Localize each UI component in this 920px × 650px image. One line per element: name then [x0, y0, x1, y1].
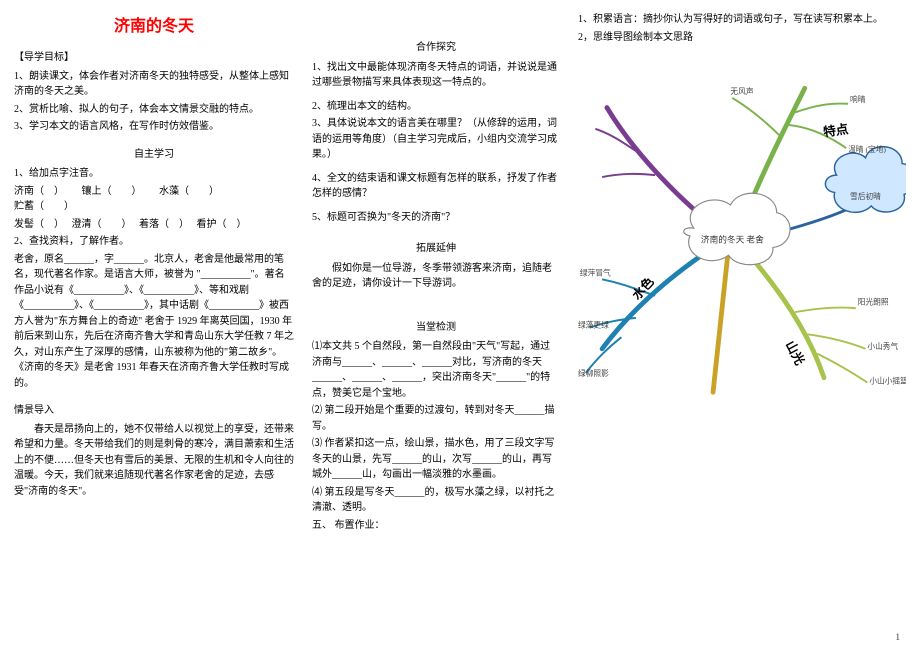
self-1: 1、给加点字注音。 [14, 166, 294, 182]
goal-3: 3、学习本文的语言风格，在写作时仿效借鉴。 [14, 119, 294, 135]
sub-tedian-3: 温晴 (宝地) [848, 144, 886, 154]
coop-4: 4、全文的结束语和课文标题有怎样的联系，抒发了作者怎样的感情？ [312, 171, 560, 202]
intro-heading: 情景导入 [14, 403, 294, 419]
coop-5: 5、标题可否换为"冬天的济南"？ [312, 210, 560, 226]
cloud-label: 雪后初晴 [850, 191, 881, 201]
sub-shan-1: 阳光朗照 [858, 296, 889, 306]
coop-3: 3、具体说说本文的语言美在哪里？（从修辞的运用，词语的运用等角度）（自主学习完成… [312, 116, 560, 163]
pinyin-1d: 贮蓄（ ） [14, 201, 74, 212]
branch-label-tedian: 特点 [822, 121, 849, 139]
coop-1: 1、找出文中最能体现济南冬天特点的词语，并说说是通过哪些景物描写来具体表现这一特… [312, 60, 560, 91]
test-5: 五、 布置作业： [312, 518, 560, 534]
page-number: 1 [896, 632, 901, 642]
test-4: ⑷ 第五段是写冬天______的，极写水藻之绿，以衬托之清澈、透明。 [312, 485, 560, 516]
pinyin-2b: 澄清（ ） [72, 219, 127, 230]
pinyin-1b: 镶上（ ） [82, 186, 137, 197]
test-2: ⑵ 第二段开始是个重要的过渡句，转到对冬天______描写。 [312, 403, 560, 434]
center-cloud [684, 193, 790, 264]
pinyin-row-1: 济南（ ） 镶上（ ） 水藻（ ） 贮蓄（ ） [14, 184, 294, 215]
test-1: ⑴本文共 5 个自然段，第一自然段由"天气"写起，通过济南与______、___… [312, 339, 560, 401]
pinyin-row-2: 发髻（ ） 澄清（ ） 着落（ ） 看护（ ） [14, 217, 294, 233]
test-heading: 当堂检测 [312, 320, 560, 336]
column-right: 1、积累语言：摘抄你认为写得好的词语或句子，写在读写积累本上。 2，思维导图绘制… [578, 12, 906, 638]
self-study-heading: 自主学习 [14, 147, 294, 163]
task-1: 1、积累语言：摘抄你认为写得好的词语或句子，写在读写积累本上。 [578, 12, 906, 28]
sub-shui-1: 绿萍冒气 [580, 267, 611, 277]
pinyin-2d: 看护（ ） [197, 219, 247, 230]
author-info: 老舍，原名______，字______。北京人，老舍是他最常用的笔名，现代著名作… [14, 252, 294, 392]
test-3: ⑶ 作者紧扣这一点，绘山景，描水色，用了三段文字写冬天的山景，先写______的… [312, 436, 560, 483]
intro-text: 春天是昂扬向上的，她不仅带给人以视觉上的享受，还带来希望和力量。冬天带给我们的则… [14, 422, 294, 500]
extend-text: 假如你是一位导游，冬季带领游客来济南，追随老舍的足迹，请你设计一下导游词。 [312, 261, 560, 292]
coop-2: 2、梳理出本文的结构。 [312, 99, 560, 115]
goal-1: 1、朗读课文，体会作者对济南冬天的独特感受，从整体上感知济南的冬天之美。 [14, 69, 294, 100]
goals-heading: 【导学目标】 [14, 50, 294, 66]
branch-label-shanguang: 山光 [783, 338, 808, 368]
goal-2: 2、赏析比喻、拟人的句子，体会本文情景交融的特点。 [14, 102, 294, 118]
sub-tedian-2: 响晴 [850, 94, 866, 104]
coop-heading: 合作探究 [312, 40, 560, 56]
sub-shan-3: 小山小摇篮 [869, 375, 906, 385]
mindmap-diagram: 雪后初晴 济南的冬天 老舍 特点 山光 水色 无风声 响晴 温晴 (宝地) 阳光… [578, 53, 906, 413]
column-middle: 合作探究 1、找出文中最能体现济南冬天特点的词语，并说说是通过哪些景物描写来具体… [312, 12, 560, 638]
column-left: 济南的冬天 【导学目标】 1、朗读课文，体会作者对济南冬天的独特感受，从整体上感… [14, 12, 294, 638]
center-label: 济南的冬天 老舍 [701, 234, 764, 245]
extend-heading: 拓展延伸 [312, 241, 560, 257]
doc-title: 济南的冬天 [14, 12, 294, 36]
sub-tedian-1: 无风声 [730, 86, 753, 96]
pinyin-1a: 济南（ ） [14, 186, 59, 197]
cloud-region [825, 147, 906, 213]
pinyin-2c: 着落（ ） [139, 219, 184, 230]
task-2: 2，思维导图绘制本文思路 [578, 30, 906, 46]
self-2: 2、查找资料，了解作者。 [14, 234, 294, 250]
pinyin-1c: 水藻（ ） [159, 186, 214, 197]
mindmap-svg: 雪后初晴 济南的冬天 老舍 特点 山光 水色 无风声 响晴 温晴 (宝地) 阳光… [578, 53, 906, 413]
sub-shui-3: 绿柳照影 [578, 368, 609, 378]
pinyin-2a: 发髻（ ） [14, 219, 59, 230]
sub-shui-2: 绿藻更绿 [578, 320, 609, 330]
branch-label-shuise: 水色 [629, 274, 657, 303]
sub-shan-2: 小山秀气 [867, 341, 898, 351]
